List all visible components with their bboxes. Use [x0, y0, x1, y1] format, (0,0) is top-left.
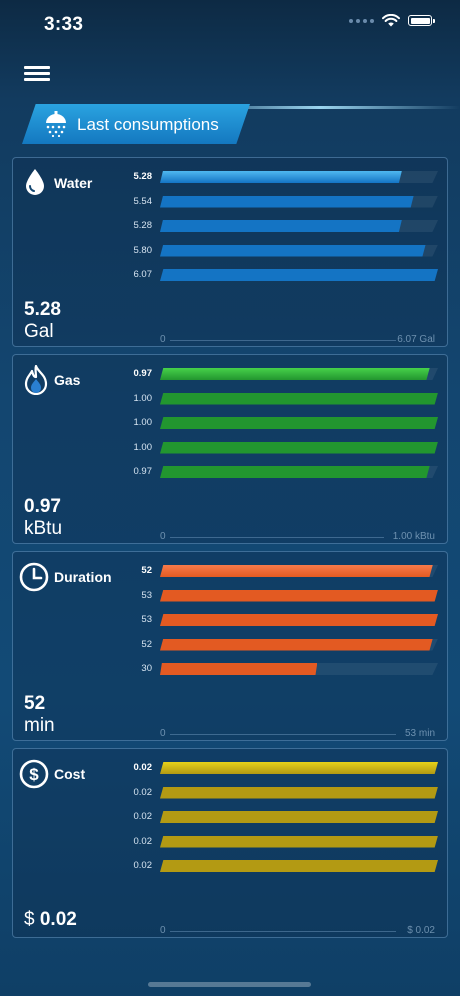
axis-min-label: 0	[160, 728, 166, 739]
current-unit: kBtu	[24, 518, 63, 539]
axis-max-label: 53 min	[404, 728, 435, 739]
bar-value-label: 5.54	[133, 195, 153, 207]
current-value: 0.97	[24, 496, 61, 517]
clock-icon	[19, 562, 49, 592]
water-card: Water 5.28 5.54 5.28 5.80 6.07 0 6.07 Gal 5.…	[12, 157, 448, 347]
card-title: Gas	[54, 372, 81, 388]
consumption-bar	[160, 565, 433, 577]
axis-max-label: 1.00 kBtu	[392, 531, 435, 542]
gas-card: Gas 0.97 1.00 1.00 1.00 0.97 0 1.00 kBtu 0.9…	[12, 354, 448, 544]
tab-label: Last consumptions	[77, 115, 219, 134]
axis-max-label: 6.07 Gal	[397, 334, 435, 345]
axis-line	[170, 931, 396, 932]
consumption-bar	[160, 589, 438, 602]
consumption-bar	[160, 860, 438, 872]
consumption-bar	[160, 220, 402, 232]
current-value: 5.28	[24, 299, 61, 320]
current-unit: Gal	[24, 321, 54, 342]
axis-min-label: 0	[160, 925, 166, 936]
gas-flame-icon	[24, 365, 48, 395]
bar-value-label: 1.00	[133, 392, 153, 404]
water-drop-icon	[26, 169, 44, 195]
consumption-bar	[160, 441, 438, 454]
consumption-bar	[160, 195, 414, 208]
currency-symbol: $	[24, 909, 40, 930]
tab-last-consumptions[interactable]: Last consumptions	[22, 104, 250, 144]
consumption-bar	[160, 269, 438, 281]
consumption-bar	[160, 392, 438, 405]
consumption-bar	[160, 171, 402, 183]
bar-value-label: 0.97	[133, 368, 153, 379]
wifi-icon	[382, 14, 400, 27]
bar-value-label: 1.00	[133, 441, 153, 453]
signal-icon	[349, 18, 374, 23]
axis-min-label: 0	[160, 334, 166, 345]
shower-icon	[46, 111, 66, 137]
bar-value-label: 53	[141, 614, 152, 625]
status-time: 3:33	[44, 14, 84, 35]
status-bar: 3:33	[0, 0, 460, 48]
tab-glow-line	[180, 106, 460, 109]
consumption-bar	[160, 762, 438, 774]
axis-line	[170, 340, 396, 341]
bar-value-label: 0.02	[133, 786, 153, 798]
bar-value-label: 0.02	[133, 811, 153, 822]
current-unit: min	[24, 715, 55, 736]
bar-value-label: 5.28	[133, 220, 153, 231]
consumption-bar	[160, 614, 438, 626]
bar-value-label: 1.00	[133, 417, 153, 428]
battery-icon	[408, 15, 435, 26]
consumption-bar	[160, 663, 318, 675]
cost-card: $ Cost 0.02 0.02 0.02 0.02 0.02 0 $ 0.02 $ 0…	[12, 748, 448, 938]
axis-max-label: $ 0.02	[407, 925, 435, 936]
bar-value-label: 0.02	[133, 835, 153, 847]
system-icons	[349, 14, 435, 27]
bar-value-label: 0.97	[133, 466, 153, 477]
consumption-bar	[160, 368, 430, 380]
duration-card: Duration 52 53 53 52 30 0 53 min 52 min	[12, 551, 448, 741]
bar-value-label: 0.02	[133, 762, 153, 773]
bar-value-label: 52	[141, 565, 152, 576]
axis-line	[170, 734, 396, 735]
bar-value-label: 52	[141, 638, 152, 650]
axis-line	[170, 537, 384, 538]
cost-amount: 0.02	[39, 909, 77, 930]
card-title: Water	[54, 175, 93, 191]
bar-value-label: 53	[141, 589, 152, 601]
home-indicator[interactable]	[148, 982, 311, 987]
consumption-bar	[160, 638, 433, 651]
bar-value-label: 5.28	[133, 171, 153, 182]
consumption-bar	[160, 417, 438, 429]
consumption-bar	[160, 835, 438, 848]
bar-value-label: 6.07	[133, 269, 153, 280]
current-value: 52	[24, 693, 46, 714]
consumption-bar	[160, 466, 430, 478]
axis-min-label: 0	[160, 531, 166, 542]
dollar-icon: $	[19, 759, 49, 789]
svg-text:$: $	[29, 765, 39, 784]
consumption-bar	[160, 786, 438, 799]
card-title: Cost	[54, 766, 86, 782]
consumption-bar	[160, 811, 438, 823]
menu-icon[interactable]	[24, 66, 50, 84]
current-value: $ 0.02	[24, 909, 77, 931]
card-title: Duration	[54, 569, 112, 585]
bar-value-label: 5.80	[133, 244, 153, 256]
bar-value-label: 0.02	[133, 860, 153, 871]
consumption-bar	[160, 244, 426, 257]
bar-value-label: 30	[141, 663, 152, 674]
